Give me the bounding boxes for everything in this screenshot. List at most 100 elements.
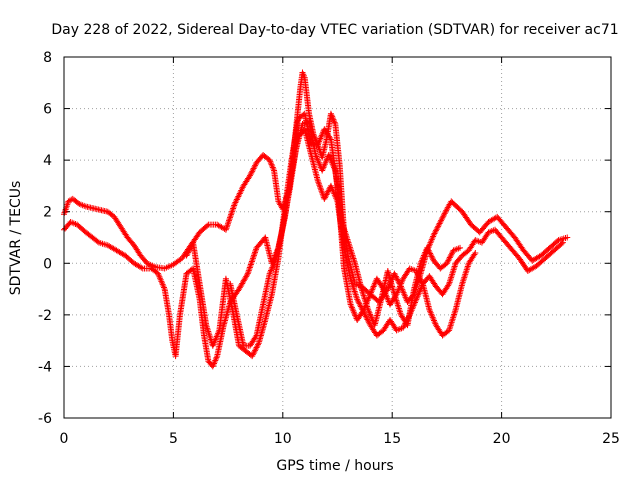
data-point-run bbox=[438, 207, 450, 224]
data-point-run bbox=[477, 220, 491, 235]
chart-title: Day 228 of 2022, Sidereal Day-to-day VTE… bbox=[51, 22, 618, 38]
data-point-run bbox=[236, 272, 250, 291]
data-point-run bbox=[440, 328, 451, 338]
data-point-run bbox=[332, 122, 343, 167]
data-point-run bbox=[131, 243, 143, 258]
data-point-run bbox=[466, 251, 478, 265]
data-points bbox=[61, 69, 571, 370]
data-point-run bbox=[271, 169, 282, 203]
data-point-run bbox=[508, 246, 522, 260]
data-point-run bbox=[459, 261, 472, 286]
y-tick-label: 0 bbox=[43, 256, 52, 272]
data-point-run bbox=[62, 220, 73, 232]
data-point-run bbox=[75, 222, 88, 235]
data-point-run bbox=[394, 277, 406, 296]
data-point-run bbox=[84, 203, 99, 212]
data-point-run bbox=[306, 120, 319, 157]
data-point-run bbox=[539, 245, 552, 258]
data-point-run bbox=[161, 287, 172, 317]
data-point-run bbox=[530, 253, 543, 263]
data-point-run bbox=[172, 313, 183, 358]
data-point-run bbox=[69, 219, 79, 227]
y-tick-label: 8 bbox=[43, 50, 52, 66]
data-point-run bbox=[138, 253, 150, 265]
data-point-run bbox=[206, 359, 215, 369]
data-point-run bbox=[256, 318, 268, 345]
data-point bbox=[400, 324, 407, 331]
y-tick-label: -2 bbox=[38, 308, 52, 324]
data-point-run bbox=[355, 308, 366, 322]
data-point-run bbox=[149, 266, 160, 276]
data-point-run bbox=[286, 148, 299, 193]
x-tick-label: 5 bbox=[169, 431, 178, 447]
data-point-run bbox=[282, 158, 295, 208]
data-point-run bbox=[227, 282, 240, 317]
data-point bbox=[391, 270, 398, 277]
data-point-run bbox=[242, 342, 252, 349]
data-point bbox=[443, 260, 450, 267]
data-point-run bbox=[411, 261, 424, 291]
series-track-d bbox=[227, 118, 464, 349]
data-point-run bbox=[293, 122, 306, 152]
data-point-run bbox=[495, 215, 508, 229]
data-point-run bbox=[427, 308, 439, 327]
data-point-run bbox=[453, 282, 465, 312]
data-point-run bbox=[229, 308, 242, 348]
plot-frame bbox=[63, 56, 612, 419]
data-point bbox=[472, 249, 479, 256]
y-tick-label: 6 bbox=[43, 102, 52, 118]
data-point-run bbox=[210, 328, 222, 348]
data-point-run bbox=[308, 153, 321, 183]
data-point-run bbox=[125, 235, 136, 247]
data-point-run bbox=[440, 282, 452, 296]
data-point-run bbox=[552, 240, 565, 253]
data-point-run bbox=[473, 237, 484, 246]
data-point-run bbox=[112, 215, 123, 229]
data-point-run bbox=[446, 308, 459, 332]
data-point-run bbox=[247, 333, 259, 348]
data-point-run bbox=[214, 323, 227, 358]
data-point-run bbox=[249, 341, 262, 358]
data-point-run bbox=[267, 158, 277, 172]
y-tick-label: -6 bbox=[38, 411, 52, 427]
data-point-run bbox=[210, 354, 220, 368]
data-point-run bbox=[361, 310, 373, 327]
data-point-run bbox=[132, 261, 145, 271]
data-point-run bbox=[359, 287, 371, 312]
data-point bbox=[327, 110, 334, 117]
data-point-run bbox=[280, 189, 293, 229]
data-point-run bbox=[341, 267, 354, 306]
data-point-run bbox=[375, 328, 386, 338]
data-point bbox=[437, 219, 444, 226]
data-point-run bbox=[66, 196, 75, 204]
data-point-run bbox=[466, 238, 478, 252]
data-point-run bbox=[196, 282, 209, 327]
data-point-run bbox=[262, 292, 275, 322]
x-tick-label: 25 bbox=[602, 431, 620, 447]
data-point-run bbox=[215, 222, 228, 232]
data-point-run bbox=[326, 153, 338, 172]
data-point-run bbox=[269, 256, 282, 296]
data-point-run bbox=[348, 277, 360, 301]
data-point-run bbox=[427, 274, 439, 289]
data-point-run bbox=[106, 209, 117, 219]
data-point-run bbox=[237, 343, 248, 353]
data-point-run bbox=[84, 230, 95, 240]
data-point-run bbox=[547, 238, 561, 250]
data-point-run bbox=[234, 313, 247, 348]
data-point-run bbox=[504, 225, 517, 240]
data-point-run bbox=[177, 272, 190, 317]
data-point-run bbox=[460, 210, 473, 227]
data-point-run bbox=[163, 262, 175, 271]
data-point-run bbox=[372, 297, 384, 327]
data-point-run bbox=[322, 127, 333, 142]
data-point bbox=[424, 244, 431, 251]
data-point bbox=[564, 234, 571, 241]
data-point bbox=[249, 353, 256, 360]
data-point-run bbox=[446, 261, 459, 286]
data-point-run bbox=[431, 220, 443, 237]
data-point-run bbox=[341, 230, 352, 260]
data-point-run bbox=[253, 303, 266, 337]
data-point-run bbox=[353, 281, 363, 289]
data-point-run bbox=[374, 277, 386, 291]
